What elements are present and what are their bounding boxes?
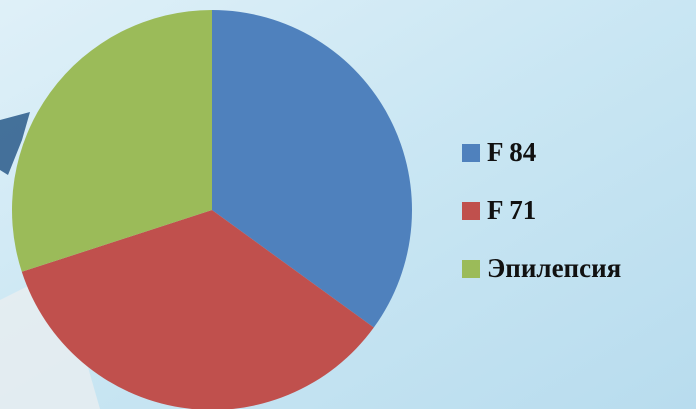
pie-slice — [21, 210, 374, 409]
legend-swatch — [462, 144, 480, 162]
legend-label: F 71 — [487, 195, 536, 225]
paper-decoration — [0, 270, 100, 409]
star-decoration — [0, 112, 30, 175]
legend-label: Эпилепсия — [487, 253, 621, 283]
legend-swatch — [462, 202, 480, 220]
legend-swatch — [462, 260, 480, 278]
legend-label: F 84 — [487, 137, 536, 167]
pie-slice — [212, 10, 412, 328]
pie-slice — [11, 10, 212, 272]
